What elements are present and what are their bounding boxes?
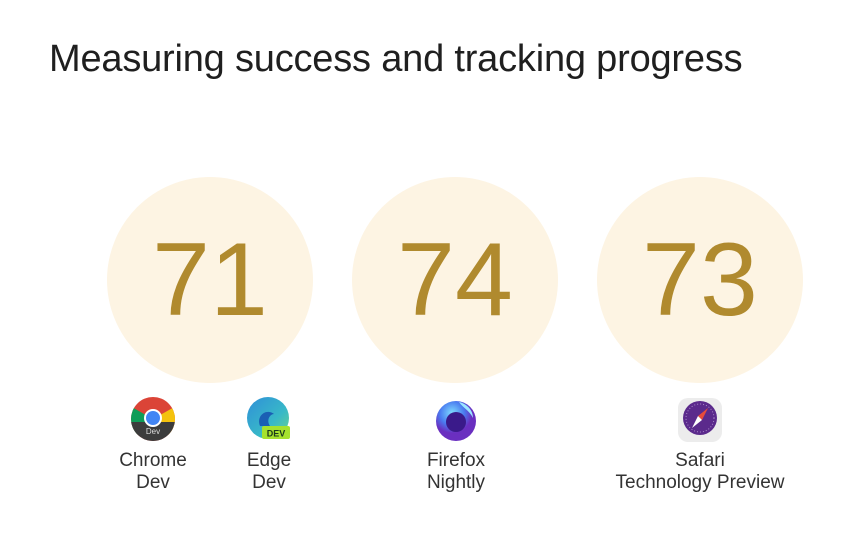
score-value: 71 bbox=[152, 221, 268, 338]
score-value: 73 bbox=[642, 221, 758, 338]
browser-label-edge-dev: Edge Dev bbox=[159, 450, 379, 494]
score-circle-firefox: 74 bbox=[352, 177, 558, 383]
edge-badge: DEV bbox=[267, 429, 286, 439]
label-line2: Nightly bbox=[426, 472, 486, 493]
safari-technology-preview-icon bbox=[678, 398, 722, 442]
score-circle-chrome-edge: 71 bbox=[107, 177, 313, 383]
browser-label-firefox-nightly: Firefox Nightly bbox=[346, 450, 566, 494]
label-line2: Dev bbox=[252, 472, 286, 493]
edge-dev-icon: DEV bbox=[247, 397, 290, 439]
label-line1: Firefox bbox=[426, 450, 486, 471]
browser-label-safari-tp: Safari Technology Preview bbox=[590, 450, 810, 494]
label-line1: Chrome bbox=[119, 450, 187, 471]
firefox-nightly-icon bbox=[436, 401, 476, 441]
label-line2: Technology Preview bbox=[615, 472, 785, 493]
chrome-dev-icon: Dev bbox=[131, 397, 175, 441]
label-line1: Edge bbox=[246, 450, 292, 471]
browser-label-chrome-dev: Chrome Dev bbox=[43, 450, 263, 494]
slide-title: Measuring success and tracking progress bbox=[49, 38, 743, 80]
score-value: 74 bbox=[397, 221, 513, 338]
label-line2: Dev bbox=[136, 472, 170, 493]
chrome-badge: Dev bbox=[146, 427, 160, 436]
label-line1: Safari bbox=[675, 450, 725, 471]
score-circle-safari: 73 bbox=[597, 177, 803, 383]
